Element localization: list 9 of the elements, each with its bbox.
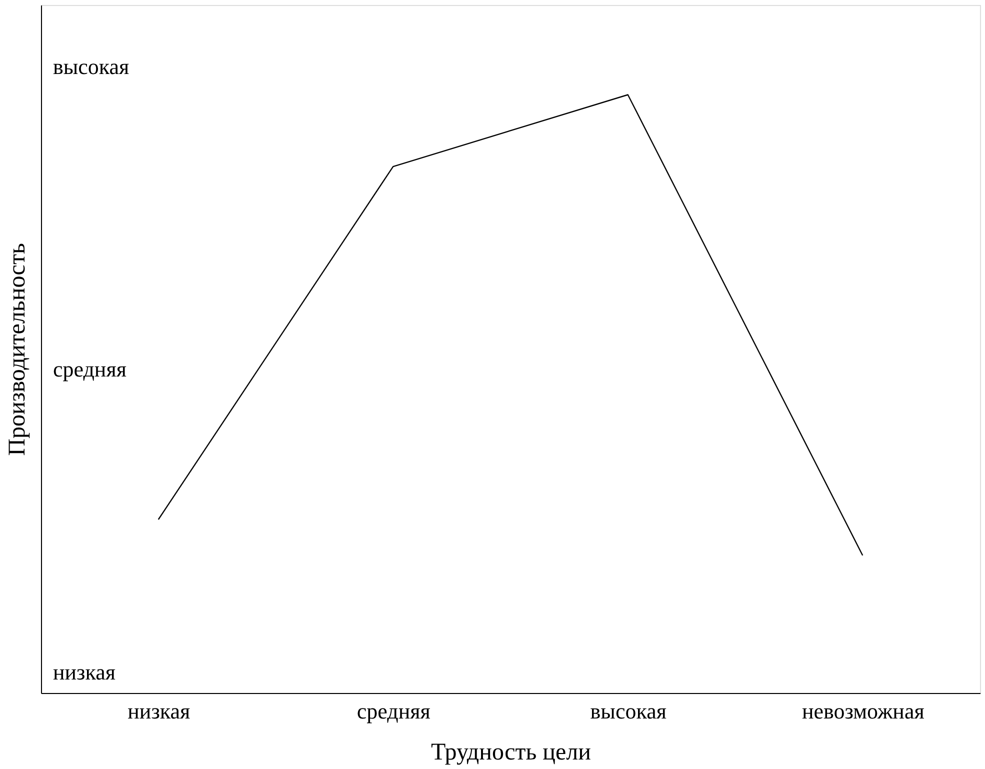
x-tick-label: средняя xyxy=(356,698,430,724)
x-axis-title: Трудность цели xyxy=(431,740,592,766)
annotation: средняя xyxy=(53,356,126,382)
x-tick-label: высокая xyxy=(590,698,666,724)
x-tick-label: невозможная xyxy=(802,698,924,724)
y-axis-title: Производительность xyxy=(4,243,30,456)
text: высокая xyxy=(53,54,130,79)
annotation: низкая xyxy=(53,659,116,684)
x-tick-label: низкая xyxy=(128,698,190,724)
